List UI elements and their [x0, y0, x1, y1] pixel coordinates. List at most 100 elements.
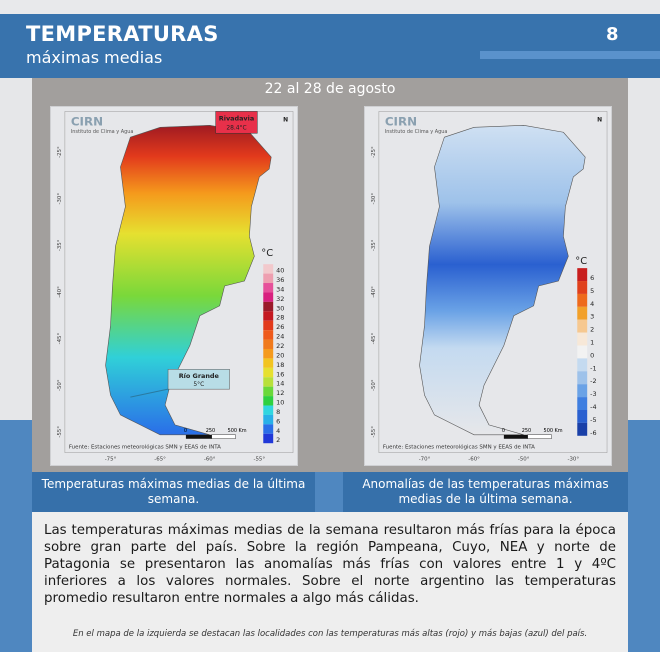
legend-swatch: [577, 281, 588, 294]
map-source: Fuente: Estaciones meteorológicas SMN y …: [69, 444, 221, 451]
latitude-labels: -25° -30° -35° -40° -45° -50° -55°: [371, 146, 377, 438]
cirn-logo: CIRN: [385, 114, 417, 128]
legend-label: 32: [276, 295, 284, 303]
legend-swatch: [263, 405, 274, 415]
maps-panel: 22 al 28 de agosto Fuente: Estaciones me…: [32, 78, 628, 472]
map-temperature-anomaly: Fuente: Estaciones meteorológicas SMN y …: [364, 106, 612, 466]
scale-bar: 0 250 500 Km: [502, 428, 563, 439]
legend-label: -2: [590, 377, 596, 385]
footnote: En el mapa de la izquierda se destacan l…: [72, 629, 588, 639]
legend-swatch: [263, 292, 274, 302]
legend-label: 30: [276, 304, 284, 312]
map-source: Fuente: Estaciones meteorológicas SMN y …: [383, 444, 535, 451]
legend-swatch: [263, 424, 274, 434]
legend-label: 36: [276, 276, 284, 284]
legend-swatch: [577, 268, 588, 282]
cirn-logo: CIRN: [71, 114, 103, 128]
longitude-label: -50°: [518, 457, 530, 463]
header-accent-bar: [480, 51, 660, 59]
north-arrow-icon: N: [283, 116, 288, 123]
max-station-box: Rivadavia 28.4°C: [215, 111, 258, 134]
legend-swatch: [577, 306, 588, 320]
legend-label: 8: [276, 408, 280, 416]
legend-swatch: [263, 367, 274, 378]
latitude-labels: -25° -30° -35° -40° -45° -50° -55°: [57, 146, 63, 438]
legend-swatch: [263, 273, 274, 284]
legend-label: -1: [590, 364, 596, 372]
legend-swatch: [577, 293, 588, 307]
svg-text:500 Km: 500 Km: [228, 428, 247, 434]
legend-swatch: [263, 396, 274, 406]
legend-label: 1: [590, 339, 594, 347]
legend-label: 28: [276, 314, 284, 322]
svg-text:Río Grande: Río Grande: [179, 372, 220, 380]
latitude-label: -35°: [371, 239, 377, 251]
legend-right: 6 5 4 3 2 1 0 -1 -2 -3 -4 -5 -6: [577, 268, 597, 437]
legend-unit: °C: [575, 256, 587, 267]
legend-label: 2: [276, 436, 280, 444]
svg-text:500 Km: 500 Km: [544, 428, 563, 434]
legend-swatch: [577, 358, 588, 372]
legend-label: 18: [276, 361, 284, 369]
legend-swatch: [263, 358, 274, 368]
legend-swatch: [577, 384, 588, 398]
legend-label: 6: [276, 417, 280, 425]
latitude-label: -45°: [57, 332, 63, 344]
svg-text:250: 250: [206, 428, 215, 434]
svg-text:0: 0: [184, 428, 187, 434]
legend-swatch: [263, 348, 274, 359]
legend-label: 2: [590, 326, 594, 334]
north-arrow-icon: N: [597, 116, 602, 123]
legend-label: 16: [276, 370, 284, 378]
legend-label: -6: [590, 429, 596, 437]
map-max-temperature: Fuente: Estaciones meteorológicas SMN y …: [50, 106, 298, 466]
legend-swatch: [577, 422, 588, 436]
legend-swatch: [263, 301, 274, 312]
caption-right: Anomalías de las temperaturas máximas me…: [343, 472, 628, 512]
legend-swatch: [577, 397, 588, 410]
legend-label: 22: [276, 342, 284, 350]
legend-label: 3: [590, 313, 594, 321]
legend-swatch: [263, 320, 274, 331]
legend-unit: °C: [261, 248, 273, 259]
legend-swatch: [577, 319, 588, 333]
min-station-box: Río Grande 5°C: [130, 369, 230, 398]
legend-label: -3: [590, 390, 596, 398]
header: TEMPERATURAS máximas medias 8: [0, 14, 660, 78]
longitude-labels: -75° -65° -60° -55°: [105, 457, 266, 463]
longitude-label: -30°: [568, 457, 580, 463]
page-number: 8: [606, 24, 619, 45]
legend-label: -5: [590, 416, 596, 424]
svg-text:Rivadavia: Rivadavia: [219, 114, 254, 122]
legend-swatch: [263, 414, 274, 425]
legend-swatch: [263, 264, 274, 274]
latitude-label: -55°: [57, 426, 63, 438]
map-frame: [378, 111, 608, 453]
legend-swatch: [263, 377, 274, 387]
argentina-shape: [419, 125, 586, 436]
legend-swatch: [263, 311, 274, 321]
latitude-label: -40°: [57, 286, 63, 298]
legend-swatch: [577, 409, 588, 423]
legend-label: 4: [590, 300, 594, 308]
legend-label: 24: [276, 333, 284, 341]
longitude-labels: -70° -60° -50° -30°: [419, 457, 580, 463]
legend-label: 4: [276, 427, 280, 435]
legend-label: 20: [276, 351, 284, 359]
latitude-label: -30°: [57, 193, 63, 205]
description-paragraph: Las temperaturas máximas medias de la se…: [44, 523, 616, 606]
legend-label: 40: [276, 267, 284, 275]
svg-text:0: 0: [502, 428, 505, 434]
longitude-label: -70°: [419, 457, 431, 463]
caption-left: Temperaturas máximas medias de la última…: [32, 472, 315, 512]
map-frame: [64, 111, 294, 453]
page-title: TEMPERATURAS: [26, 22, 219, 46]
description-box: Las temperaturas máximas medias de la se…: [32, 512, 628, 652]
legend-label: 5: [590, 287, 594, 295]
institute-name: Instituto de Clima y Agua: [71, 129, 134, 135]
scale-bar: 0 250 500 Km: [184, 428, 247, 439]
legend-swatch: [577, 332, 588, 346]
legend-swatch: [263, 433, 274, 444]
top-band: [0, 0, 660, 14]
